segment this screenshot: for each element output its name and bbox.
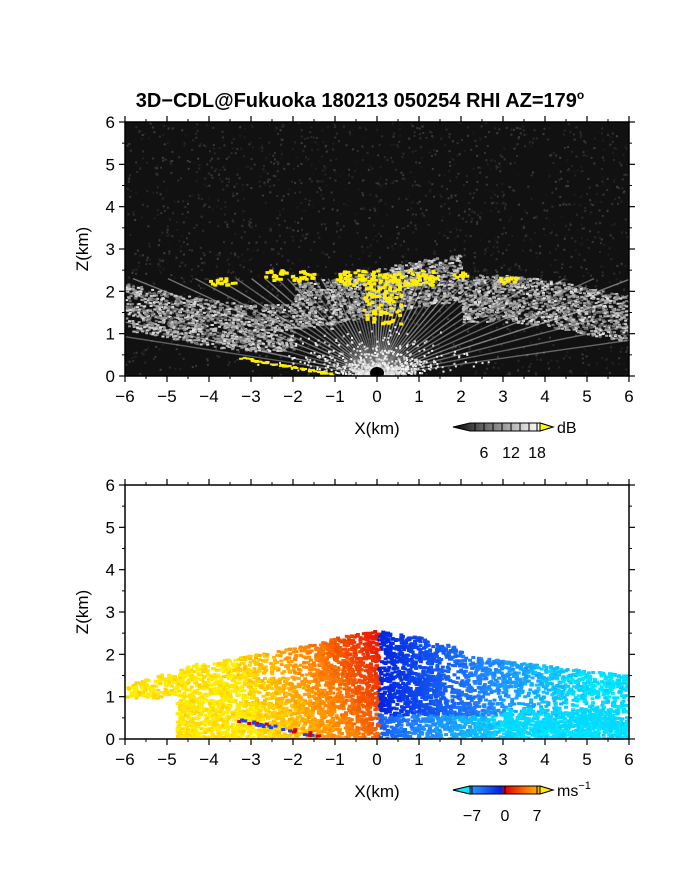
power-colorbar-bar (452, 422, 555, 432)
velocity-colorbar-unit: ms−1 (557, 780, 591, 800)
x-tick-label: −5 (157, 387, 176, 406)
power-colorbar-unit: dB (557, 420, 577, 437)
x-tick-label: −1 (325, 750, 344, 769)
x-tick-label: 3 (498, 387, 507, 406)
x-tick-label: 2 (456, 387, 465, 406)
x-tick-label: −1 (325, 387, 344, 406)
power-colorbar-tick: 18 (528, 445, 546, 462)
y-tick-label: 1 (106, 688, 115, 707)
x-tick-label: −6 (115, 387, 134, 406)
x-tick-label: 4 (540, 387, 549, 406)
y-tick-label: 4 (106, 561, 115, 580)
power-plot: −6 −5 −4 −3 −2 −1 0 1 2 3 4 5 6 0 1 2 3 4 5 6 X(km) Z(km) (73, 113, 635, 438)
power-data-layer (125, 122, 629, 376)
power-x-axis-label: X(km) (354, 419, 399, 438)
x-tick-label: −6 (115, 750, 134, 769)
x-tick-label: −3 (241, 750, 260, 769)
y-tick-label: 6 (106, 113, 115, 132)
power-colorbar: 6 12 18 dB (452, 420, 577, 462)
power-colorbar-max-arrow (539, 422, 555, 432)
y-tick-label: 5 (106, 155, 115, 174)
x-tick-label: 5 (582, 750, 591, 769)
velocity-axes: −6 −5 −4 −3 −2 −1 0 1 2 3 4 5 6 0 1 2 3 4 5 6 (106, 476, 635, 769)
y-tick-label: 4 (106, 198, 115, 217)
x-tick-label: 5 (582, 387, 591, 406)
y-tick-label: 5 (106, 518, 115, 537)
x-tick-label: 6 (624, 387, 633, 406)
y-tick-label: 0 (106, 730, 115, 749)
power-y-axis-label: Z(km) (73, 227, 92, 271)
velocity-y-axis-label: Z(km) (73, 590, 92, 634)
x-tick-label: 1 (414, 387, 423, 406)
chart-title: 3D−CDL@Fukuoka 180213 050254 RHI AZ=179o (136, 88, 585, 112)
velocity-colorbar-tick: 0 (501, 808, 510, 825)
velocity-colorbar-tick: −7 (463, 808, 481, 825)
power-colorbar-tick: 12 (502, 445, 520, 462)
y-tick-label: 2 (106, 282, 115, 301)
x-tick-label: −3 (241, 387, 260, 406)
velocity-colorbar: −7 0 7 ms−1 (452, 780, 591, 825)
x-tick-label: 6 (624, 750, 633, 769)
y-tick-label: 1 (106, 325, 115, 344)
velocity-colorbar-tick: 7 (533, 808, 542, 825)
x-tick-label: −4 (199, 387, 218, 406)
velocity-x-axis-label: X(km) (354, 782, 399, 801)
x-tick-label: 0 (372, 750, 381, 769)
power-axes: −6 −5 −4 −3 −2 −1 0 1 2 3 4 5 6 0 1 2 3 4 5 6 (106, 113, 635, 406)
x-tick-label: 1 (414, 750, 423, 769)
y-tick-label: 6 (106, 476, 115, 495)
power-colorbar-tick: 6 (480, 445, 489, 462)
x-tick-label: 0 (372, 387, 381, 406)
velocity-plot: −6 −5 −4 −3 −2 −1 0 1 2 3 4 5 6 0 1 2 3 4 5 6 X(km) Z(km) (73, 476, 635, 801)
x-tick-label: 2 (456, 750, 465, 769)
velocity-colorbar-min-arrow (452, 785, 471, 795)
velocity-colorbar-max-arrow (539, 785, 555, 795)
x-tick-label: 3 (498, 750, 507, 769)
y-tick-label: 3 (106, 240, 115, 259)
velocity-data-layer (125, 630, 629, 739)
y-tick-label: 0 (106, 367, 115, 386)
x-tick-label: −2 (283, 387, 302, 406)
x-tick-label: −4 (199, 750, 218, 769)
x-tick-label: −5 (157, 750, 176, 769)
x-tick-label: −2 (283, 750, 302, 769)
y-tick-label: 2 (106, 645, 115, 664)
x-tick-label: 4 (540, 750, 549, 769)
y-tick-label: 3 (106, 603, 115, 622)
